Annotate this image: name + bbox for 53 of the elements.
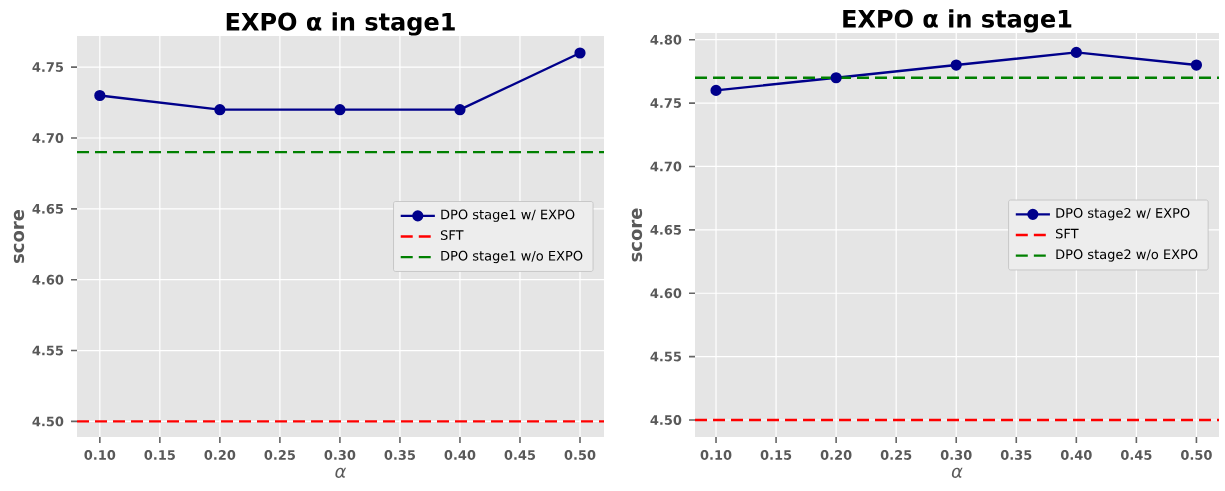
legend-label: SFT: [1055, 228, 1079, 239]
y-tick-label: 4.75: [32, 62, 64, 72]
point: [334, 104, 346, 116]
x-tick-label: 0.45: [504, 450, 536, 460]
y-tick-label: 4.55: [32, 345, 64, 356]
x-tick-label: 0.50: [564, 450, 596, 460]
x-tick-label: 0.35: [384, 450, 416, 460]
point: [574, 47, 586, 59]
legend-label: SFT: [440, 230, 464, 240]
y-tick-label: 4.65: [650, 224, 682, 235]
y-axis-title: score: [631, 208, 643, 262]
x-tick-label: 0.10: [84, 450, 116, 460]
x-tick-label: 0.20: [820, 450, 852, 460]
legend-label: DPO stage2 w/ EXPO: [1056, 208, 1190, 221]
point: [214, 104, 226, 116]
y-tick-label: 4.80: [650, 34, 682, 45]
x-tick-label: 0.25: [264, 450, 296, 460]
point: [454, 104, 466, 116]
point: [94, 89, 106, 102]
chart-title: EXPO α in stage1: [843, 9, 1072, 33]
x-tick-label: 0.20: [204, 450, 236, 460]
x-tick-label: 0.40: [1060, 450, 1092, 460]
x-tick-label: 0.30: [324, 450, 356, 460]
x-tick-label: 0.45: [1120, 450, 1152, 460]
x-tick-label: 0.25: [880, 450, 912, 460]
y-tick-label: 4.55: [650, 351, 682, 362]
legend-label: DPO stage2 w/o EXPO: [1056, 249, 1198, 262]
y-tick-label: 4.50: [650, 415, 682, 425]
x-tick-label: 0.15: [144, 450, 175, 460]
y-axis-title: score: [13, 209, 25, 263]
y-tick-label: 4.50: [32, 416, 64, 427]
legend-label: DPO stage1 w/ EXPO: [441, 209, 575, 222]
x-tick-label: 0.35: [1000, 450, 1032, 460]
point: [1070, 46, 1082, 58]
x-tick-label: 0.40: [444, 450, 476, 460]
point: [710, 84, 722, 97]
point: [950, 59, 962, 71]
x-axis-title: α: [335, 467, 347, 478]
x-tick-label: 0.50: [1181, 450, 1212, 460]
point: [1190, 59, 1203, 71]
y-tick-label: 4.70: [32, 133, 64, 143]
chart-title: EXPO α in stage1: [226, 12, 455, 36]
x-tick-label: 0.10: [700, 450, 732, 460]
y-tick-label: 4.70: [650, 161, 682, 172]
x-axis-title: α: [951, 467, 963, 478]
y-tick-label: 4.65: [32, 203, 64, 214]
x-tick-label: 0.30: [940, 450, 972, 460]
x-tick-label: 0.15: [760, 450, 792, 460]
y-tick-label: 4.75: [650, 98, 682, 108]
y-tick-label: 4.60: [32, 274, 64, 285]
legend-label: DPO stage1 w/o EXPO: [441, 250, 583, 264]
point: [830, 72, 842, 84]
y-tick-label: 4.60: [650, 288, 682, 299]
